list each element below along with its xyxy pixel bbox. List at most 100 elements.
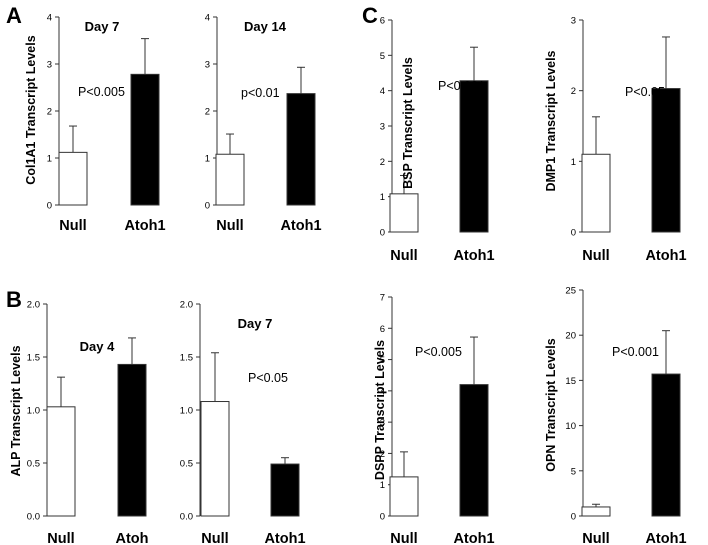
y-tick-label: 4 xyxy=(380,86,385,97)
y-tick-label: 5 xyxy=(380,51,385,62)
category-label: Null xyxy=(47,531,74,545)
y-tick-label: 3 xyxy=(380,418,385,429)
y-tick-label: 5 xyxy=(380,355,385,366)
category-label: Null xyxy=(201,531,228,545)
y-tick-label: 0.0 xyxy=(180,512,193,523)
y-tick-label: 4 xyxy=(380,386,385,397)
bar-null xyxy=(58,151,88,206)
y-tick-label: 1.5 xyxy=(180,353,193,364)
bar-atoh1 xyxy=(651,373,681,517)
y-axis-label: BSP Transcript Levels xyxy=(401,57,415,189)
category-label: Atoh1 xyxy=(453,248,494,264)
y-tick-label: 2 xyxy=(205,107,210,118)
y-tick-label: 1.5 xyxy=(27,353,40,364)
chart-7: 0 1 2 3 4 5 6 7 Null Atoh1 DSPP Transcript Levels P… xyxy=(373,293,495,545)
category-label: Atoh1 xyxy=(453,531,494,545)
y-tick-label: 2.0 xyxy=(180,300,193,311)
bar-null xyxy=(389,476,419,517)
p-value-annotation: p<0.01 xyxy=(241,86,280,100)
category-label: Null xyxy=(582,531,609,545)
category-label: Null xyxy=(582,248,609,264)
category-label: Atoh xyxy=(115,531,148,545)
y-tick-label: 1 xyxy=(205,154,210,165)
y-axis-label: DSPP Transcript Levels xyxy=(373,340,387,480)
y-tick-label: 0 xyxy=(380,228,385,239)
y-tick-label: 20 xyxy=(565,331,576,342)
category-label: Atoh1 xyxy=(645,248,686,264)
category-label: Atoh1 xyxy=(124,218,165,234)
y-axis-label: OPN Transcript Levels xyxy=(544,338,558,471)
y-tick-label: 0.0 xyxy=(27,512,40,523)
chart-title: Day 7 xyxy=(85,19,120,34)
y-tick-label: 6 xyxy=(380,324,385,335)
bar-atoh1 xyxy=(286,93,316,206)
bar-null xyxy=(581,153,611,233)
y-tick-label: 0 xyxy=(47,201,52,212)
bar-null xyxy=(581,506,611,517)
y-tick-label: 1.0 xyxy=(180,406,193,417)
y-tick-label: 5 xyxy=(571,466,576,477)
bar-null xyxy=(215,153,245,206)
bar-atoh1 xyxy=(651,88,681,233)
y-tick-label: 1.0 xyxy=(27,406,40,417)
y-tick-label: 4 xyxy=(205,13,210,24)
y-tick-label: 2 xyxy=(380,449,385,460)
y-axis-label: Col1A1 Transcript Levels xyxy=(24,35,38,184)
chart-title: Day 7 xyxy=(238,316,273,331)
chart-2: 0 1 2 3 4 Null Atoh1 Day 14 p<0.01 xyxy=(205,13,322,235)
chart-5: 0.0 0.5 1.0 1.5 2.0 Null Atoh Day 4 ALP Transcri… xyxy=(9,300,149,545)
category-label: Null xyxy=(59,218,86,234)
chart-8: 0 5 10 15 20 25 Null Atoh1 OPN Transcript Levels… xyxy=(544,286,687,545)
y-tick-label: 2 xyxy=(571,86,576,97)
p-value-annotation: P<0.001 xyxy=(612,345,659,359)
panel-label-a: A xyxy=(6,3,22,28)
y-tick-label: 25 xyxy=(565,286,576,297)
p-value-annotation: P<0.001 xyxy=(438,79,485,93)
panel-label-c: C xyxy=(362,3,378,28)
bar-null xyxy=(46,406,76,517)
y-tick-label: 2 xyxy=(47,107,52,118)
y-tick-label: 1 xyxy=(571,157,576,168)
y-tick-label: 6 xyxy=(380,16,385,27)
p-value-annotation: P<0.005 xyxy=(78,85,125,99)
y-tick-label: 3 xyxy=(205,60,210,71)
p-value-annotation: P<0.05 xyxy=(248,371,288,385)
y-tick-label: 10 xyxy=(565,421,576,432)
category-label: Atoh1 xyxy=(264,531,305,545)
y-tick-label: 1 xyxy=(380,192,385,203)
y-tick-label: 1 xyxy=(380,480,385,491)
y-tick-label: 15 xyxy=(565,376,576,387)
y-tick-label: 1 xyxy=(47,154,52,165)
y-tick-label: 0 xyxy=(571,512,576,523)
y-tick-label: 4 xyxy=(47,13,52,24)
chart-6: 0.0 0.5 1.0 1.5 2.0 Null Atoh1 Day 7 P<0.05 xyxy=(180,300,306,545)
bar-atoh1 xyxy=(459,80,489,233)
y-tick-label: 3 xyxy=(47,60,52,71)
bar-atoh1 xyxy=(130,73,160,206)
y-tick-label: 0 xyxy=(380,512,385,523)
y-tick-label: 3 xyxy=(380,122,385,133)
category-label: Null xyxy=(390,248,417,264)
y-tick-label: 0.5 xyxy=(180,459,193,470)
chart-4: 0 1 2 3 Null Atoh1 DMP1 Transcript Levels P<0.0… xyxy=(544,16,687,265)
y-tick-label: 3 xyxy=(571,16,576,27)
bar-atoh1 xyxy=(459,384,489,517)
category-label: Null xyxy=(216,218,243,234)
bar-atoh1 xyxy=(270,463,300,517)
category-label: Null xyxy=(390,531,417,545)
panel-label-b: B xyxy=(6,287,22,312)
chart-title: Day 4 xyxy=(80,339,115,354)
y-tick-label: 2.0 xyxy=(27,300,40,311)
p-value-annotation: P<0.05 xyxy=(625,85,665,99)
category-label: Atoh1 xyxy=(645,531,686,545)
y-tick-label: 2 xyxy=(380,157,385,168)
y-tick-label: 7 xyxy=(380,293,385,304)
p-value-annotation: P<0.005 xyxy=(415,345,462,359)
y-axis-label: DMP1 Transcript Levels xyxy=(544,50,558,191)
y-axis-label: ALP Transcript Levels xyxy=(9,345,23,476)
chart-title: Day 14 xyxy=(244,19,287,34)
y-tick-label: 0 xyxy=(571,228,576,239)
category-label: Atoh1 xyxy=(280,218,321,234)
